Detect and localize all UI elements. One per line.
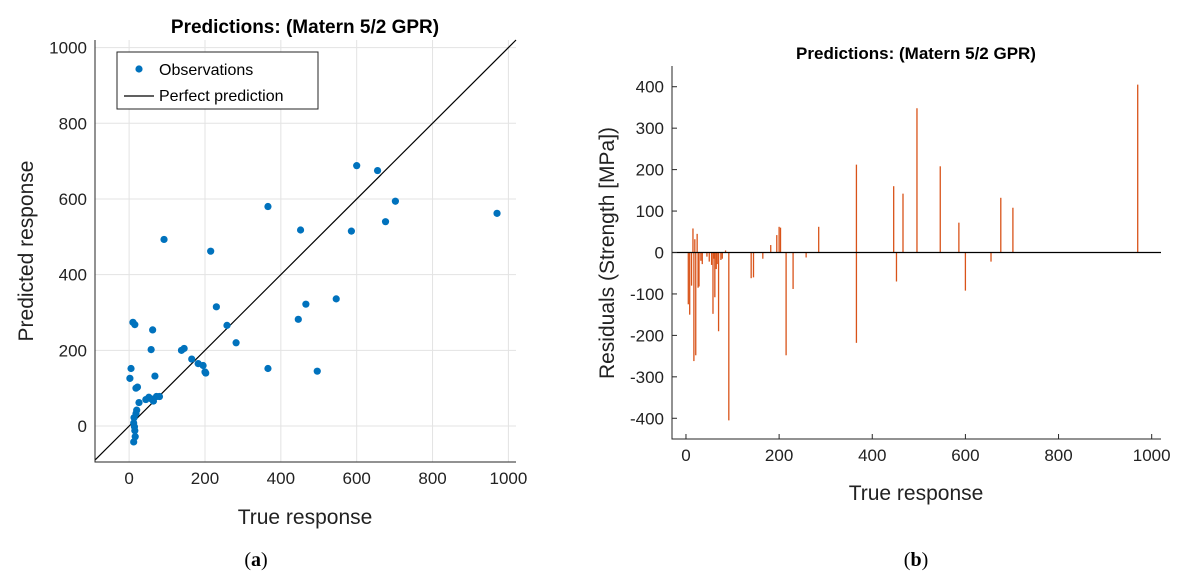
observation-point xyxy=(151,372,159,380)
x-tick-label: 400 xyxy=(267,469,295,488)
x-tick-label: 400 xyxy=(858,446,886,465)
caption-b-letter: b xyxy=(910,549,921,571)
observation-point xyxy=(133,406,141,414)
x-tick-label: 1000 xyxy=(490,469,528,488)
observation-point xyxy=(493,209,501,217)
y-tick-label: -200 xyxy=(630,326,664,345)
observation-point xyxy=(381,218,390,226)
observation-point xyxy=(332,295,340,303)
observation-point xyxy=(149,326,157,334)
observation-point xyxy=(135,398,143,407)
y-tick-label: 0 xyxy=(655,244,664,263)
chart-title-b: Predictions: (Matern 5/2 GPR) xyxy=(796,44,1036,63)
x-tick-label: 600 xyxy=(343,469,371,488)
observation-point xyxy=(223,321,231,329)
legend-perfect-label: Perfect prediction xyxy=(159,88,284,105)
perfect-prediction-line xyxy=(94,39,517,461)
y-tick-label: 200 xyxy=(636,161,664,180)
observation-point xyxy=(373,166,382,175)
observation-point xyxy=(212,303,220,311)
x-tick-label: 200 xyxy=(191,469,219,488)
y-axis-label-a: Predicted response xyxy=(15,161,38,342)
y-tick-label: 1000 xyxy=(49,39,87,58)
observation-point xyxy=(347,227,355,235)
y-tick-label: 200 xyxy=(59,341,87,360)
x-tick-label: 600 xyxy=(951,446,979,465)
y-tick-label: 400 xyxy=(636,78,664,97)
observation-point xyxy=(127,364,135,373)
observation-point xyxy=(296,226,305,234)
caption-a: (a) xyxy=(244,549,267,571)
y-tick-label: 600 xyxy=(59,190,87,209)
observation-point xyxy=(133,383,142,391)
observation-point xyxy=(126,374,134,382)
observation-point xyxy=(188,355,196,363)
y-tick-label: -100 xyxy=(630,285,664,304)
legend-observations-marker xyxy=(135,65,143,73)
observation-point xyxy=(131,321,139,329)
observation-point xyxy=(180,344,188,353)
x-tick-label: 200 xyxy=(765,446,793,465)
y-tick-label: -300 xyxy=(630,368,664,387)
observation-point xyxy=(391,197,399,205)
caption-a-letter: a xyxy=(251,549,261,571)
observation-point xyxy=(207,247,215,255)
legend-box xyxy=(116,51,319,110)
y-tick-label: -400 xyxy=(630,409,664,428)
x-tick-label: 0 xyxy=(124,469,133,488)
observation-point xyxy=(130,438,138,446)
observation-point xyxy=(294,315,302,323)
observation-point xyxy=(232,339,240,347)
observation-point xyxy=(199,361,207,370)
x-tick-label: 0 xyxy=(681,446,690,465)
y-tick-label: 100 xyxy=(636,202,664,221)
residuals-chart: 0 200 400 600 800 1000 -400 -300 -200 -100 0 100 200… xyxy=(596,44,1171,571)
observation-point xyxy=(302,300,310,308)
legend-observations-label: Observations xyxy=(159,62,253,79)
observation-points xyxy=(126,162,501,446)
x-axis-label-b: True response xyxy=(849,482,984,505)
legend-a: Observations Perfect prediction xyxy=(116,51,319,110)
y-tick-label: 300 xyxy=(636,119,664,138)
observation-point xyxy=(313,367,321,375)
x-tick-label: 800 xyxy=(418,469,446,488)
x-tick-label: 1000 xyxy=(1133,446,1171,465)
observation-point xyxy=(131,426,139,435)
observation-point xyxy=(155,392,164,401)
observation-point xyxy=(264,202,272,211)
y-axis-label-b: Residuals (Strength [MPa]) xyxy=(596,127,619,379)
observation-point xyxy=(264,364,272,373)
observation-point xyxy=(147,345,155,354)
x-tick-label: 800 xyxy=(1044,446,1072,465)
y-tick-label: 800 xyxy=(59,114,87,133)
tick-labels-b: 0 200 400 600 800 1000 -400 -300 -200 -100 0 100 200… xyxy=(630,78,1171,465)
scatter-chart: 0 200 400 600 800 1000 0 200 400 600 800 1000 Predi… xyxy=(15,17,527,571)
perfect-prediction-line-path xyxy=(94,39,517,461)
axes-frame-b xyxy=(671,66,1161,440)
grid-a xyxy=(95,40,516,462)
observation-point xyxy=(202,369,210,377)
axes-frame-a xyxy=(94,40,516,463)
tick-labels-a: 0 200 400 600 800 1000 0 200 400 600 800 1000 xyxy=(49,39,527,488)
residual-bars xyxy=(687,84,1139,421)
y-tick-label: 0 xyxy=(78,417,87,436)
chart-title-a: Predictions: (Matern 5/2 GPR) xyxy=(171,17,439,38)
y-tick-label: 400 xyxy=(59,266,87,285)
x-axis-label-a: True response xyxy=(238,506,373,529)
caption-b: (b) xyxy=(904,549,928,571)
observation-point xyxy=(353,162,361,170)
observation-point xyxy=(160,235,168,244)
